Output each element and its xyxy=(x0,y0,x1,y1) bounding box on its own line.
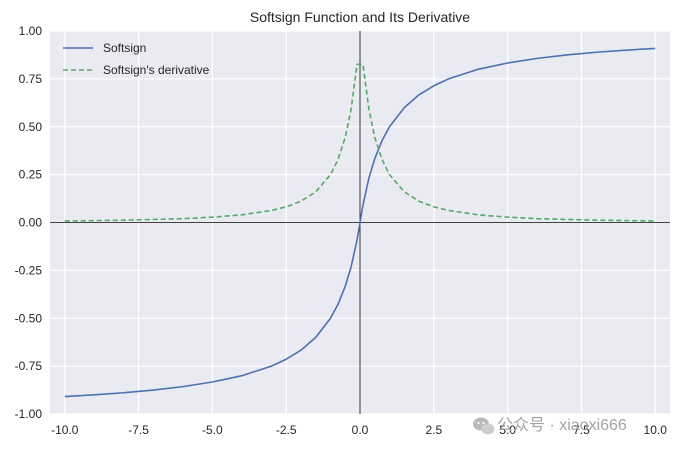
series-lines xyxy=(64,47,656,398)
series-line-1 xyxy=(64,63,656,222)
watermark-text: 公众号 · xiaoxi666 xyxy=(497,416,627,434)
y-tick-label: 1.00 xyxy=(19,24,43,38)
y-tick-label: 0.25 xyxy=(19,168,43,182)
legend: Softsign Softsign's derivative xyxy=(63,41,210,77)
x-tick-label: -5.0 xyxy=(202,423,223,437)
y-tick-label: 0.00 xyxy=(19,216,43,230)
y-tick-label: -0.75 xyxy=(15,359,43,373)
x-tick-label: 5.0 xyxy=(499,423,516,437)
y-tick-label: -0.25 xyxy=(15,263,43,277)
y-tick-label: 0.75 xyxy=(19,72,43,86)
watermark: 公众号 · xiaoxi666 xyxy=(473,416,627,435)
x-tick-label: -2.5 xyxy=(276,423,297,437)
wechat-icon xyxy=(473,417,495,435)
chart-title: Softsign Function and Its Derivative xyxy=(250,9,470,25)
x-tick-label: 7.5 xyxy=(573,423,590,437)
y-tick-label: -1.00 xyxy=(15,407,43,421)
x-tick-label: 2.5 xyxy=(425,423,442,437)
series-line-0 xyxy=(64,47,656,398)
x-tick-label: 0.0 xyxy=(352,423,369,437)
legend-label: Softsign's derivative xyxy=(103,63,210,77)
y-tick-label: -0.50 xyxy=(15,311,43,325)
x-tick-labels: -10.0 -7.5 -5.0 -2.5 0.0 2.5 5.0 7.5 10.0 xyxy=(51,423,667,437)
x-tick-label: -7.5 xyxy=(128,423,149,437)
x-tick-label: -10.0 xyxy=(51,423,79,437)
y-tick-label: 0.50 xyxy=(19,120,43,134)
y-tick-labels: 1.00 0.75 0.50 0.25 0.00 -0.25 -0.50 -0.75 -1.00 xyxy=(15,24,43,421)
x-tick-label: 10.0 xyxy=(644,423,668,437)
legend-label: Softsign xyxy=(103,41,146,55)
